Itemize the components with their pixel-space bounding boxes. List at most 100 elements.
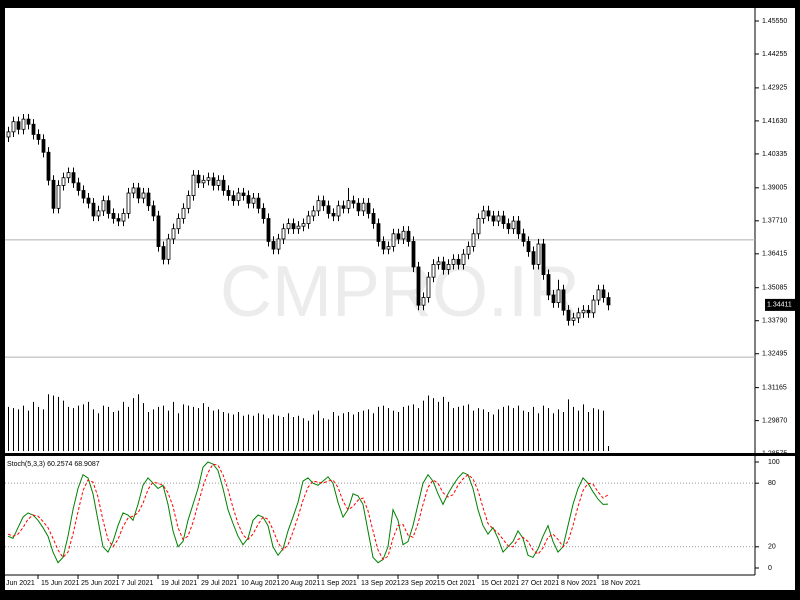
candle-body xyxy=(576,312,581,319)
candle-body xyxy=(461,253,466,265)
candle-body xyxy=(401,230,406,240)
candle-body xyxy=(556,289,561,304)
candle-body xyxy=(226,190,231,196)
y-tick-label: 20 xyxy=(768,544,776,551)
candle-body xyxy=(421,297,426,306)
candle-body xyxy=(416,266,421,306)
y-tick-label: 1.45550 xyxy=(762,18,787,25)
candle-body xyxy=(166,238,171,260)
stoch-line xyxy=(7,463,609,561)
candle-body xyxy=(586,309,591,314)
candle-body xyxy=(91,202,96,217)
candle-body xyxy=(331,213,336,217)
candle-body xyxy=(6,131,11,138)
y-tick-label: 0 xyxy=(768,565,772,572)
candle-body xyxy=(236,192,241,202)
candle-body xyxy=(31,123,36,135)
chart-background xyxy=(5,8,795,590)
candle-body xyxy=(336,205,341,217)
candle-body xyxy=(581,309,586,314)
candle-body xyxy=(151,205,156,217)
x-tick-label: 5 Oct 2021 xyxy=(441,580,475,587)
candle-body xyxy=(86,197,91,204)
candle-body xyxy=(571,317,576,321)
x-tick-label: 8 Nov 2021 xyxy=(561,580,597,587)
candle-body xyxy=(411,241,416,268)
candle-body xyxy=(66,172,71,179)
y-tick-label: 1.35085 xyxy=(762,285,787,292)
candle-body xyxy=(76,182,81,191)
candle-body xyxy=(451,258,456,265)
watermark: CMPRO.IR xyxy=(220,252,580,332)
candle-body xyxy=(486,210,491,217)
candle-body xyxy=(21,118,26,130)
candle-body xyxy=(11,121,16,133)
candle-body xyxy=(371,213,376,225)
candle-body xyxy=(426,276,431,298)
candle-body xyxy=(346,200,351,209)
x-tick-label: 18 Nov 2021 xyxy=(601,580,641,587)
candle-body xyxy=(606,297,611,306)
x-tick-label: 15 Jun 2021 xyxy=(41,580,80,587)
candle-body xyxy=(321,200,326,207)
candle-body xyxy=(191,174,196,196)
candle-body xyxy=(351,200,356,204)
candle-body xyxy=(101,200,106,212)
candle-body xyxy=(201,179,206,184)
candle-body xyxy=(341,205,346,209)
candle-body xyxy=(481,210,486,219)
candle-body xyxy=(311,210,316,217)
candle-body xyxy=(206,177,211,181)
candle-body xyxy=(561,289,566,311)
candle-body xyxy=(146,192,151,207)
candle-body xyxy=(301,223,306,227)
candle-body xyxy=(551,294,556,304)
candle-body xyxy=(106,200,111,214)
candle-body xyxy=(501,215,506,225)
y-tick-label: 1.32495 xyxy=(762,351,787,358)
candle-body xyxy=(171,228,176,240)
candle-body xyxy=(131,187,136,194)
candle-body xyxy=(391,233,396,247)
candle-body xyxy=(536,243,541,265)
candle-body xyxy=(356,202,361,212)
candle-body xyxy=(211,177,216,186)
candle-body xyxy=(161,246,166,260)
pane-separator xyxy=(5,453,795,456)
candle-body xyxy=(366,202,371,214)
candle-body xyxy=(496,215,501,222)
candle-body xyxy=(241,192,246,196)
x-tick-label: 1 Sep 2021 xyxy=(321,580,357,587)
x-tick-label: 27 Oct 2021 xyxy=(521,580,559,587)
x-tick-label: 10 Aug 2021 xyxy=(241,580,280,587)
stoch-line xyxy=(7,461,609,564)
candle-body xyxy=(276,238,281,250)
candle-body xyxy=(41,139,46,153)
candle-body xyxy=(291,223,296,230)
candle-body xyxy=(26,118,31,125)
y-tick-label: 1.41630 xyxy=(762,118,787,125)
x-tick-label: 19 Jul 2021 xyxy=(161,580,197,587)
candle-body xyxy=(546,274,551,296)
last-price-box xyxy=(765,298,797,311)
x-tick-label: 20 Aug 2021 xyxy=(281,580,320,587)
candle-body xyxy=(396,233,401,240)
indicator-title: Stoch(5,3,3) 60.2574 68.9087 xyxy=(7,461,100,468)
y-tick-label: 1.36415 xyxy=(762,251,787,258)
candle-body xyxy=(181,207,186,219)
candle-body xyxy=(271,241,276,250)
y-tick-label: 80 xyxy=(768,480,776,487)
candle-body xyxy=(431,263,436,278)
candle-body xyxy=(316,200,321,212)
candle-body xyxy=(541,243,546,275)
candle-body xyxy=(261,207,266,219)
candle-body xyxy=(566,309,571,321)
candle-body xyxy=(186,195,191,209)
candle-body xyxy=(591,299,596,314)
candle-body xyxy=(521,233,526,242)
candle-body xyxy=(221,179,226,191)
x-tick-label: 23 Sep 2021 xyxy=(401,580,441,587)
candle-body xyxy=(286,223,291,230)
